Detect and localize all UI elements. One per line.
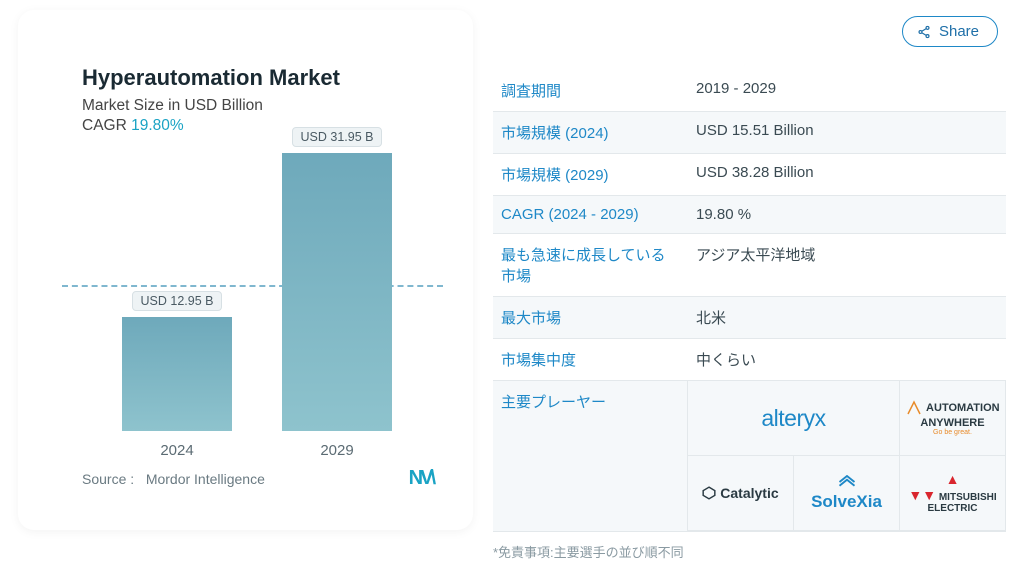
bar-x-label: 2029 (282, 442, 392, 459)
row-val: 19.80 % (688, 196, 1006, 234)
cagr-label: CAGR (82, 117, 127, 134)
share-button[interactable]: Share (902, 16, 998, 47)
row-val: アジア太平洋地域 (688, 234, 1006, 297)
bar-x-label: 2024 (122, 442, 232, 459)
row-key: CAGR (2024 - 2029) (493, 196, 688, 234)
players-row: 主要プレーヤーalteryx AUTOMATIONANYWHEREGo be g… (493, 381, 1006, 532)
bar-2024: USD 12.95 B (122, 291, 232, 431)
players-grid: alteryx AUTOMATIONANYWHEREGo be great. C… (687, 381, 1006, 531)
row-val: USD 15.51 Billion (688, 112, 1006, 154)
disclaimer-text: *免責事項:主要選手の並び順不同 (493, 542, 1006, 561)
source-text: Source : Mordor Intelligence (82, 471, 265, 487)
player-logo-catalytic: Catalytic (688, 456, 794, 531)
row-key: 市場規模 (2029) (493, 154, 688, 196)
table-row: 最も急速に成長している市場アジア太平洋地域 (493, 234, 1006, 297)
player-logo-mitsubishi: ▲▼▼ MITSUBISHIELECTRIC (900, 456, 1006, 531)
mordor-logo-icon: NV\ (409, 467, 433, 490)
chart-card: Hyperautomation Market Market Size in US… (18, 10, 473, 530)
bar-chart: USD 12.95 B2024USD 31.95 B2029 (82, 141, 433, 461)
row-val: 中くらい (688, 339, 1006, 381)
row-val: 北米 (688, 297, 1006, 339)
row-key: 最大市場 (493, 297, 688, 339)
row-key: 主要プレーヤー (493, 381, 688, 532)
summary-table: 調査期間2019 - 2029市場規模 (2024)USD 15.51 Bill… (493, 70, 1006, 532)
row-val: USD 38.28 Billion (688, 154, 1006, 196)
bar-value-label: USD 12.95 B (132, 291, 223, 311)
player-logo-solvexia: SolveXia (794, 456, 900, 531)
chart-subtitle: Market Size in USD Billion (82, 97, 433, 115)
cagr-value: 19.80% (131, 117, 184, 134)
bar-value-label: USD 31.95 B (292, 127, 383, 147)
table-row: 調査期間2019 - 2029 (493, 70, 1006, 112)
row-val: 2019 - 2029 (688, 70, 1006, 112)
row-key: 調査期間 (493, 70, 688, 112)
table-row: 市場規模 (2029)USD 38.28 Billion (493, 154, 1006, 196)
player-logo-alteryx: alteryx (688, 381, 900, 456)
row-key: 市場規模 (2024) (493, 112, 688, 154)
players-cell: alteryx AUTOMATIONANYWHEREGo be great. C… (688, 381, 1006, 532)
table-row: 最大市場北米 (493, 297, 1006, 339)
chart-title: Hyperautomation Market (82, 65, 433, 91)
row-key: 市場集中度 (493, 339, 688, 381)
player-logo-automation-anywhere: AUTOMATIONANYWHEREGo be great. (900, 381, 1006, 456)
table-row: 市場規模 (2024)USD 15.51 Billion (493, 112, 1006, 154)
share-label: Share (939, 23, 979, 40)
share-icon (917, 25, 931, 39)
source-row: Source : Mordor Intelligence NV\ (82, 467, 433, 490)
bar-rect (282, 153, 392, 431)
info-panel: Share 調査期間2019 - 2029市場規模 (2024)USD 15.5… (493, 10, 1006, 549)
bar-2029: USD 31.95 B (282, 127, 392, 431)
row-key: 最も急速に成長している市場 (493, 234, 688, 297)
bar-rect (122, 317, 232, 431)
table-row: CAGR (2024 - 2029)19.80 % (493, 196, 1006, 234)
table-row: 市場集中度中くらい (493, 339, 1006, 381)
